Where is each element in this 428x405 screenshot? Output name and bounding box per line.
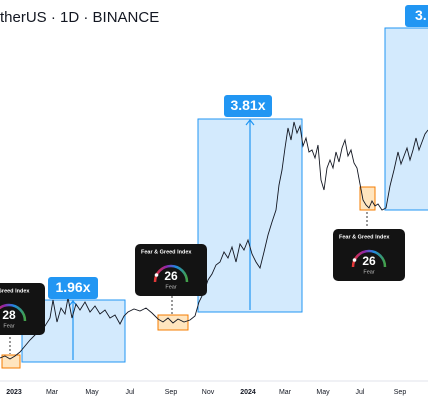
x-axis-label: Nov (202, 389, 215, 396)
ratio-label: 3.81x (230, 97, 265, 113)
card-label: Fear (165, 284, 176, 290)
index-card (0, 283, 45, 335)
card-value: 26 (362, 254, 376, 268)
x-axis-label: May (316, 389, 330, 396)
x-axis-label: 2024 (240, 389, 256, 396)
gauge-pointer (154, 273, 159, 277)
gauge (0, 303, 27, 322)
x-axis-label: Jul (356, 389, 365, 396)
chart-title: therUS · 1D · BINANCE (0, 9, 159, 26)
ratio-label: 1.96x (55, 279, 90, 295)
ratio-tag (48, 277, 98, 299)
index-card (333, 229, 405, 281)
card-title: Fear & Greed Index (339, 234, 390, 240)
gauge-pointer (352, 258, 357, 262)
card-value: 28 (2, 308, 16, 322)
index-card (135, 244, 207, 296)
x-axis-label: Mar (279, 389, 292, 396)
ratio-tag (405, 5, 428, 27)
card-label: Fear (363, 269, 374, 275)
connectors (9, 212, 368, 354)
x-axis-label: 2023 (6, 389, 22, 396)
x-axis-label: Jul (126, 389, 135, 396)
card-label: Fear (3, 323, 14, 329)
ratio-label: 3. (415, 7, 427, 23)
card-title: Fear & Greed Index (0, 288, 30, 294)
range-box (384, 27, 428, 211)
ratio-tag (224, 95, 272, 117)
card-title: Fear & Greed Index (141, 249, 192, 255)
price-line (0, 121, 428, 360)
x-axis-label: May (85, 389, 99, 396)
x-axis-label: Sep (165, 389, 178, 396)
x-axis-label: Mar (46, 389, 59, 396)
card-value: 26 (164, 269, 178, 283)
x-axis-label: Sep (394, 389, 407, 396)
